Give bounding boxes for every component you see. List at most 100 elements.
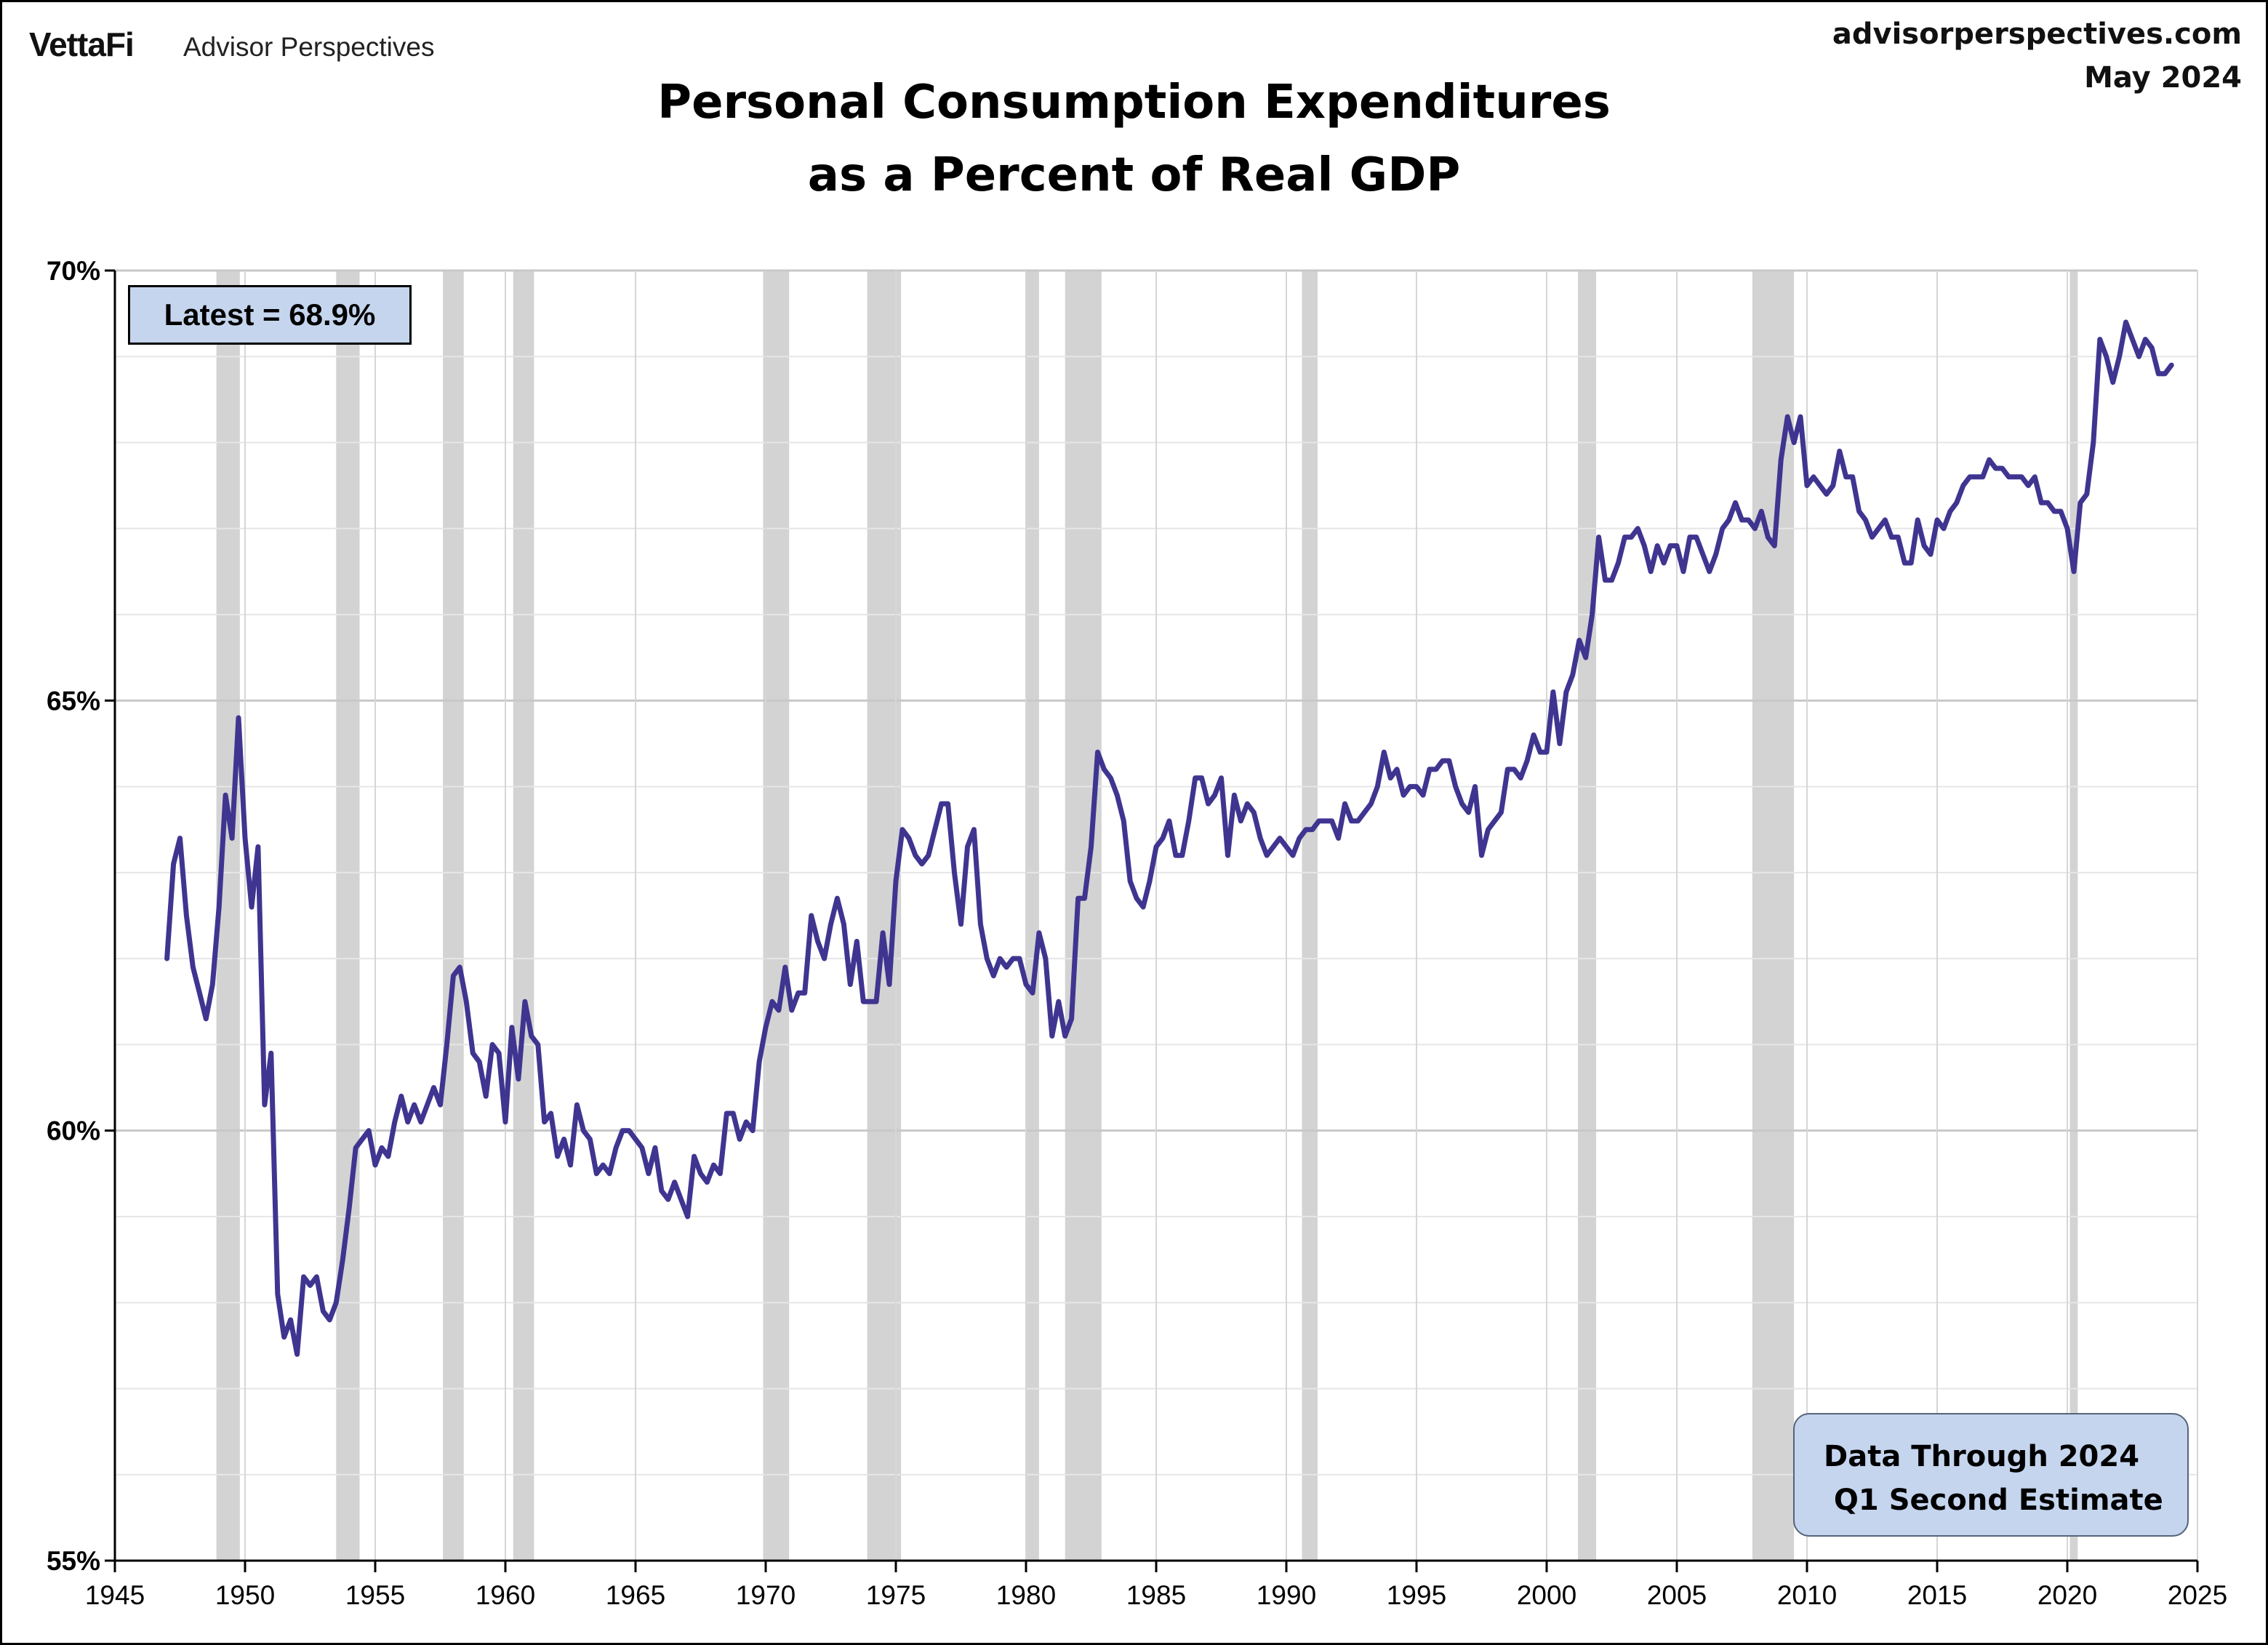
data-point [862, 1001, 865, 1003]
x-tick-label: 1955 [345, 1580, 405, 1610]
data-point [1448, 759, 1451, 762]
data-point [914, 854, 917, 857]
data-point [817, 940, 819, 942]
data-point [934, 828, 936, 830]
data-point [289, 1318, 292, 1321]
data-point [726, 1112, 728, 1115]
y-tick-label: 55% [47, 1546, 100, 1576]
recession-band [1065, 271, 1102, 1561]
data-point [459, 966, 461, 969]
data-point [244, 837, 247, 839]
data-point [706, 1181, 708, 1183]
data-point [1344, 803, 1346, 805]
data-point [491, 1044, 494, 1046]
data-point [667, 1198, 669, 1201]
data-point [810, 914, 812, 917]
data-point [550, 1112, 552, 1115]
data-point [1285, 846, 1288, 848]
data-point [2047, 502, 2049, 504]
data-point [1500, 811, 1502, 814]
data-point [1103, 768, 1105, 771]
data-point [1747, 519, 1750, 521]
data-point [1331, 820, 1333, 822]
data-point [1545, 751, 1548, 753]
data-point [1552, 691, 1555, 693]
data-point [1097, 751, 1099, 753]
data-point [1982, 476, 1984, 478]
data-point [1891, 536, 1893, 538]
data-point [2138, 356, 2140, 358]
data-point [2171, 364, 2173, 367]
data-point [472, 1052, 474, 1054]
data-point [621, 1129, 624, 1132]
data-point [322, 1310, 324, 1313]
data-point [2014, 476, 2016, 478]
data-point [1917, 519, 1919, 521]
data-point [1734, 502, 1736, 504]
data-point [172, 862, 175, 865]
data-point [1858, 510, 1860, 513]
data-point [413, 1104, 415, 1106]
data-point [790, 1009, 793, 1012]
data-point [1487, 828, 1489, 830]
data-point [1494, 820, 1496, 822]
data-point [1227, 854, 1229, 857]
data-point [953, 871, 955, 874]
chart-title-line-2: as a Percent of Real GDP [807, 148, 1461, 202]
data-point [1415, 785, 1418, 788]
data-point [1207, 803, 1209, 805]
data-point [1214, 794, 1216, 796]
data-point [2079, 502, 2082, 504]
data-point [1363, 811, 1366, 814]
data-point [224, 794, 227, 796]
recession-band [1752, 271, 1795, 1561]
data-point [999, 957, 1001, 960]
data-point [732, 1112, 734, 1115]
data-point [276, 1293, 279, 1295]
data-point [660, 1190, 662, 1192]
brand-subtitle: Advisor Perspectives [183, 32, 435, 62]
data-point [869, 1001, 871, 1003]
data-point [1669, 545, 1672, 547]
data-point [1806, 484, 1808, 487]
data-point [393, 1121, 396, 1124]
data-point [1604, 579, 1606, 581]
x-tick-label: 2000 [1517, 1580, 1576, 1610]
data-point [602, 1164, 604, 1166]
x-tick-label: 2020 [2037, 1580, 2097, 1610]
data-point [1617, 561, 1619, 564]
data-point [257, 846, 260, 848]
data-point [1721, 527, 1723, 529]
data-point [1539, 751, 1542, 753]
data-point [921, 862, 923, 865]
data-point [1233, 794, 1235, 796]
note-line-1: Data Through 2024 [1824, 1440, 2140, 1473]
data-point [1038, 932, 1041, 934]
data-point [1057, 1001, 1060, 1003]
data-point [1910, 561, 1912, 564]
recession-band [2069, 271, 2078, 1561]
data-point [576, 1104, 578, 1106]
recession-band [763, 271, 790, 1561]
data-point [199, 992, 201, 994]
data-point [1728, 519, 1730, 521]
data-point [1878, 527, 1880, 529]
data-point [1787, 415, 1789, 418]
data-point [283, 1336, 285, 1338]
data-point [1682, 570, 1685, 573]
data-point [1390, 777, 1392, 780]
data-point [1838, 450, 1840, 452]
data-point [1110, 777, 1112, 780]
data-point [296, 1353, 298, 1356]
data-point [1161, 837, 1164, 839]
data-point [1011, 957, 1014, 960]
data-point [1291, 854, 1294, 857]
chart-title-line-1: Personal Consumption Expenditures [657, 76, 1611, 129]
data-point [1005, 966, 1008, 969]
publish-date: May 2024 [2084, 61, 2242, 95]
x-tick-label: 1950 [215, 1580, 275, 1610]
data-point [596, 1172, 598, 1175]
data-point [452, 974, 454, 977]
data-point [1337, 837, 1339, 839]
